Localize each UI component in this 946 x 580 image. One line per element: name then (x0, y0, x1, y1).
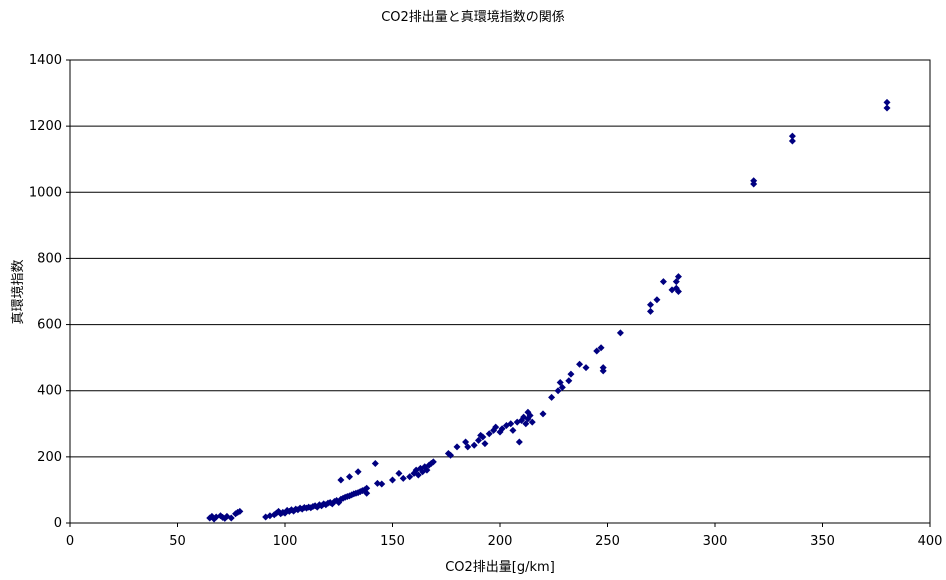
y-axis-title: 真環境指数 (11, 259, 26, 324)
x-tick-label: 50 (169, 534, 186, 549)
data-point (567, 370, 575, 378)
y-tick-label: 600 (37, 318, 62, 333)
data-point (522, 420, 530, 428)
data-point (371, 459, 379, 467)
data-point (576, 360, 584, 368)
x-tick-label: 250 (595, 534, 620, 549)
data-point (597, 344, 605, 352)
data-points (206, 98, 891, 523)
data-point (659, 278, 667, 286)
data-point (556, 378, 564, 386)
x-axis: 0 50 100 150 200 250 300 350 400 (66, 523, 943, 549)
y-tick-label: 400 (37, 384, 62, 399)
data-point (788, 132, 796, 140)
data-point (399, 474, 407, 482)
x-tick-label: 150 (380, 534, 405, 549)
data-point (389, 476, 396, 484)
data-point (616, 329, 624, 337)
y-axis: 0 200 400 600 800 1000 1200 1400 (29, 53, 70, 531)
y-tick-label: 200 (37, 450, 62, 465)
data-point (485, 430, 493, 438)
data-point (414, 471, 422, 479)
data-point (528, 418, 536, 426)
data-point (554, 387, 562, 395)
data-point (548, 393, 556, 401)
data-point (507, 420, 515, 428)
data-point (509, 426, 517, 434)
data-point (464, 443, 472, 451)
data-point (337, 476, 345, 484)
data-point (395, 469, 403, 477)
data-point (346, 473, 353, 481)
x-tick-label: 200 (488, 534, 513, 549)
gridlines (70, 125, 930, 458)
x-tick-label: 300 (703, 534, 728, 549)
data-point (475, 436, 482, 444)
data-point (672, 278, 680, 286)
data-point (515, 438, 523, 446)
data-point (470, 441, 478, 449)
data-point (479, 433, 487, 441)
y-tick-label: 800 (37, 251, 62, 266)
data-point (565, 377, 573, 385)
data-point (270, 511, 278, 519)
data-point (453, 443, 461, 451)
data-point (674, 273, 682, 281)
y-tick-label: 0 (54, 516, 62, 531)
data-point (363, 484, 371, 492)
data-point (647, 301, 654, 309)
data-point (674, 288, 682, 295)
y-tick-label: 1400 (29, 53, 62, 68)
data-point (373, 479, 381, 487)
x-tick-label: 350 (810, 534, 835, 549)
chart-title: CO2排出量と真環境指数の関係 (381, 10, 565, 25)
data-point (378, 480, 386, 488)
data-point (593, 347, 601, 355)
data-point (354, 468, 362, 476)
data-point (492, 423, 500, 431)
data-point (883, 98, 891, 106)
data-point (236, 507, 244, 515)
y-tick-label: 1000 (29, 185, 62, 200)
data-point (227, 514, 235, 522)
data-point (750, 177, 758, 185)
data-point (539, 410, 547, 418)
data-point (447, 451, 455, 459)
data-point (883, 104, 891, 112)
data-point (363, 489, 371, 497)
data-point (429, 458, 437, 466)
data-point (481, 440, 489, 448)
data-point (498, 425, 506, 433)
data-point (647, 307, 654, 315)
x-tick-label: 100 (273, 534, 298, 549)
data-point (462, 438, 470, 446)
data-point (406, 473, 414, 481)
data-point (788, 137, 796, 145)
data-point (423, 466, 431, 474)
x-axis-title: CO2排出量[g/km] (445, 560, 555, 575)
data-point (526, 412, 534, 420)
data-point (582, 364, 590, 372)
data-point (653, 296, 661, 304)
x-tick-label: 0 (66, 534, 74, 549)
x-tick-label: 400 (918, 534, 943, 549)
data-point (599, 367, 607, 375)
data-point (558, 383, 566, 391)
y-tick-label: 1200 (29, 119, 62, 134)
